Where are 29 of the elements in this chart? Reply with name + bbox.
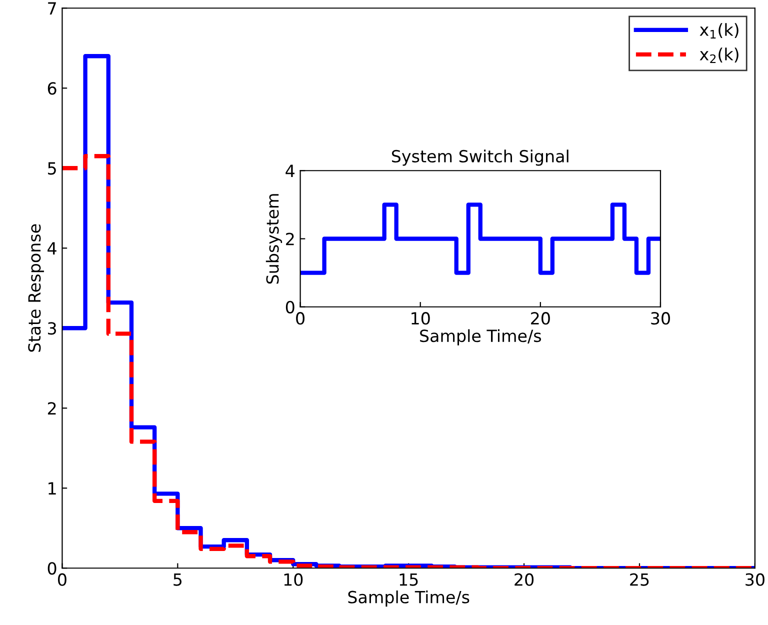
x-tick-label: 20 bbox=[514, 573, 534, 586]
legend-label: x$_{2}$(k) bbox=[700, 48, 738, 63]
x-tick-label: 10 bbox=[412, 312, 430, 325]
x-tick-label: 15 bbox=[400, 574, 418, 586]
x-tick-label: 30 bbox=[746, 573, 764, 586]
x-axis-title: Sample Time/s bbox=[348, 590, 470, 607]
y-tick-label: 4 bbox=[48, 242, 56, 254]
y-tick-label: 6 bbox=[48, 82, 56, 95]
x-axis-title: Sample Time/s bbox=[420, 329, 542, 346]
x-tick-label: 20 bbox=[531, 312, 550, 325]
y-tick-label: 0 bbox=[286, 300, 294, 314]
y-tick-label: 7 bbox=[48, 2, 56, 14]
y-axis-title: State Response bbox=[28, 224, 44, 352]
x-tick-label: 30 bbox=[651, 312, 670, 325]
y-tick-label: 5 bbox=[48, 162, 56, 175]
y-tick-label: 2 bbox=[48, 402, 56, 414]
x-tick-label: 0 bbox=[296, 312, 304, 325]
y-axis-title: Subsystem bbox=[266, 194, 282, 284]
chart-title: System Switch Signal bbox=[392, 150, 568, 166]
x-tick-label: 5 bbox=[174, 574, 182, 586]
y-tick-label: 0 bbox=[48, 562, 56, 575]
x-tick-label: 25 bbox=[630, 573, 649, 586]
x-tick-label: 0 bbox=[58, 573, 66, 586]
y-tick-label: 2 bbox=[286, 232, 294, 246]
x-tick-label: 10 bbox=[284, 573, 303, 586]
y-tick-label: 3 bbox=[48, 322, 56, 335]
y-tick-label: 1 bbox=[48, 482, 56, 494]
y-tick-label: 4 bbox=[286, 164, 294, 177]
legend-label: x$_{1}$(k) bbox=[700, 23, 738, 39]
